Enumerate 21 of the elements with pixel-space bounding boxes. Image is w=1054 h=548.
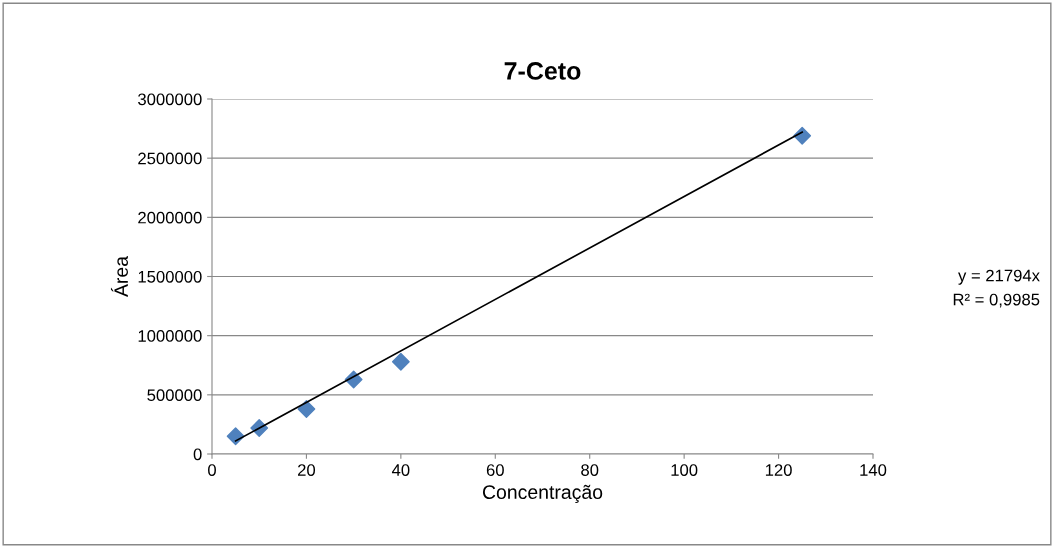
x-tick-label: 140 <box>860 464 887 476</box>
point <box>391 352 410 371</box>
y-axis-title: Área <box>110 255 128 297</box>
text: y = 21794x <box>958 269 1040 285</box>
x-tick-label: 60 <box>486 464 504 476</box>
y-tick-label: 3000000 <box>138 93 202 106</box>
y-tick-label: 0 <box>193 448 202 461</box>
y-tick-label: 1500000 <box>138 270 202 283</box>
y-tick-label: 2500000 <box>138 152 202 165</box>
x-tick-label: 20 <box>298 464 316 476</box>
x-tick-label: 0 <box>208 464 216 476</box>
chart-title: 7-Ceto <box>504 62 581 80</box>
y-tick-label: 2000000 <box>138 211 202 224</box>
x-tick-label: 80 <box>581 464 599 476</box>
y-tick-label: 500000 <box>147 389 202 402</box>
y-tick-label: 1000000 <box>138 330 202 342</box>
x-tick-label: 120 <box>765 464 792 476</box>
text: R² = 0,9985 <box>953 293 1040 308</box>
x-tick-label: 40 <box>391 464 410 476</box>
x-tick-label: 100 <box>671 464 698 476</box>
x-axis-title: Concentração <box>482 484 603 503</box>
